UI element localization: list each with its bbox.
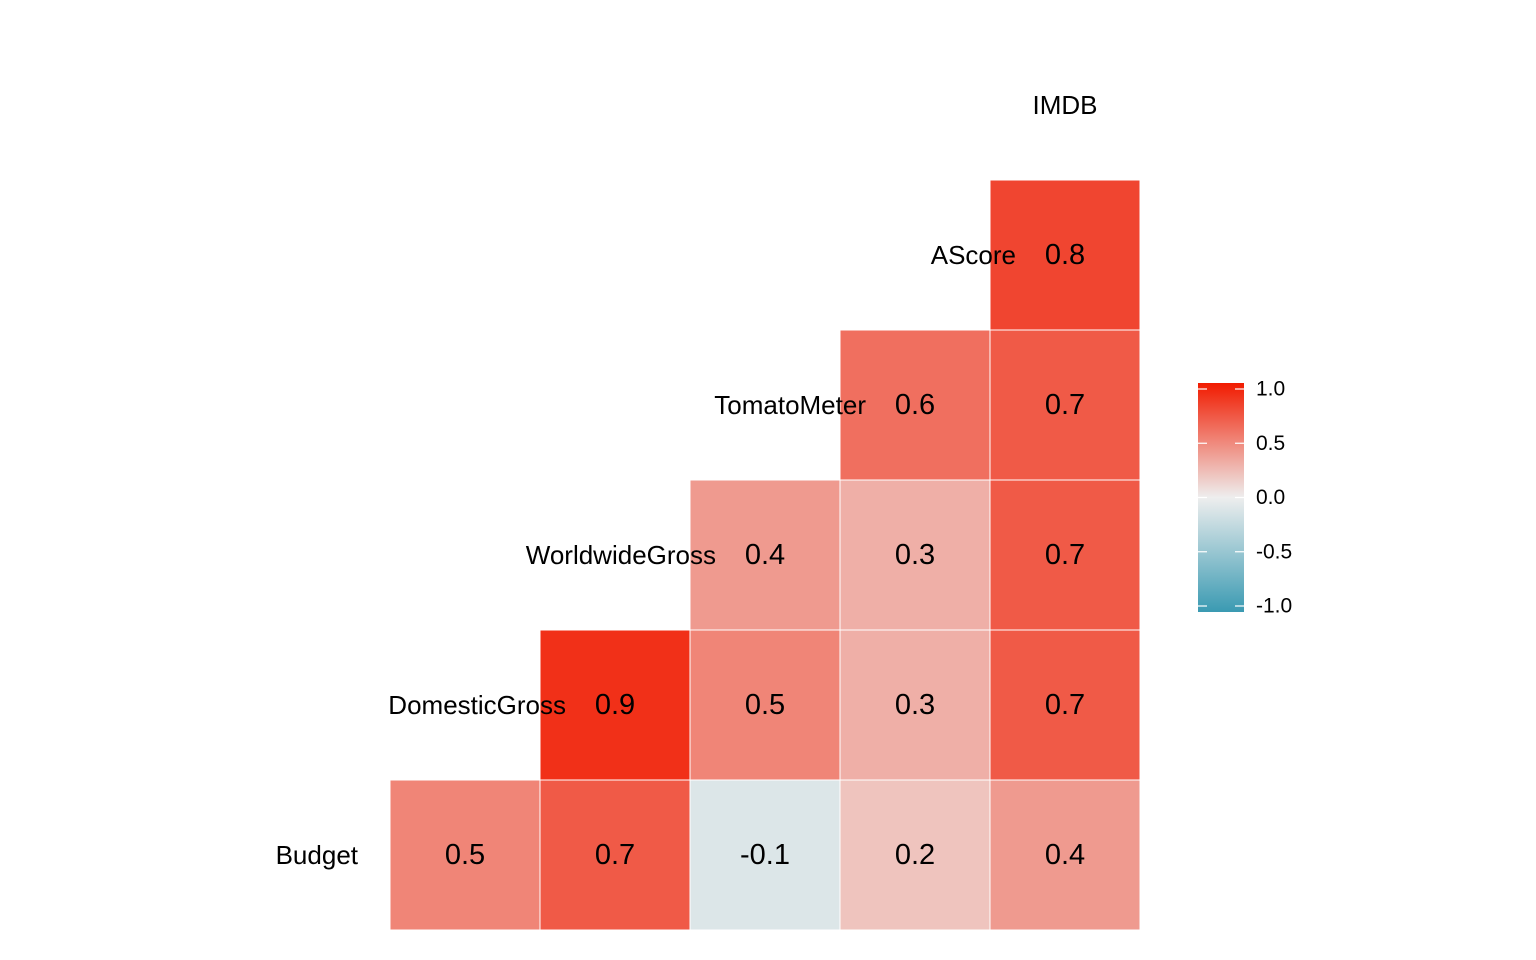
heatmap-cell (989, 479, 1141, 631)
cell-value-label: -0.1 (740, 839, 790, 871)
variable-label: Budget (276, 840, 359, 870)
cell-value-label: 0.5 (745, 689, 785, 721)
heatmap-cell-labels: 0.5 0.7 -0.1 0.2 0.4 0.9 0.5 0.3 0.7 0.4 0.3 0.7 0.6… (445, 239, 1085, 871)
heatmap-cell (839, 629, 991, 781)
legend-tick-label: -1.0 (1256, 595, 1292, 618)
cell-value-label: 0.4 (745, 539, 785, 571)
cell-value-label: 0.7 (1045, 389, 1085, 421)
legend-tick-label: -0.5 (1256, 540, 1292, 563)
heatmap-cell (839, 779, 991, 931)
cell-value-label: 0.2 (895, 839, 935, 871)
legend-tick-label: 0.5 (1256, 432, 1285, 455)
variable-label: DomesticGross (388, 690, 566, 720)
variable-label: WorldwideGross (526, 540, 716, 570)
cell-value-label: 0.6 (895, 389, 935, 421)
heatmap-cell (989, 629, 1141, 781)
variable-label: TomatoMeter (714, 390, 866, 420)
heatmap-cell (989, 779, 1141, 931)
cell-value-label: 0.3 (895, 689, 935, 721)
heatmap-cell (989, 179, 1141, 331)
cell-value-label: 0.5 (445, 839, 485, 871)
heatmap-cell (689, 629, 841, 781)
cell-value-label: 0.9 (595, 689, 635, 721)
legend-tick-label: 1.0 (1256, 378, 1285, 401)
heatmap-cell (839, 329, 991, 481)
legend-tick-label: 0.0 (1256, 486, 1285, 509)
heatmap-cells (389, 179, 1141, 931)
heatmap-cell (689, 479, 841, 631)
cell-value-label: 0.8 (1045, 239, 1085, 271)
variable-label: IMDB (1033, 90, 1098, 120)
heatmap-cell (389, 779, 541, 931)
variable-labels: Budget DomesticGross WorldwideGross TomatoM… (276, 90, 1098, 870)
heatmap-cell (539, 779, 691, 931)
cell-value-label: 0.7 (595, 839, 635, 871)
cell-value-label: 0.3 (895, 539, 935, 571)
cell-value-label: 0.4 (1045, 839, 1085, 871)
cell-value-label: 0.7 (1045, 689, 1085, 721)
legend-ticks: 1.0 0.5 0.0 -0.5 -1.0 (1198, 378, 1292, 618)
heatmap-cell (539, 629, 691, 781)
variable-label: AScore (931, 240, 1016, 270)
cell-value-label: 0.7 (1045, 539, 1085, 571)
color-legend: 1.0 0.5 0.0 -0.5 -1.0 (1198, 378, 1292, 618)
